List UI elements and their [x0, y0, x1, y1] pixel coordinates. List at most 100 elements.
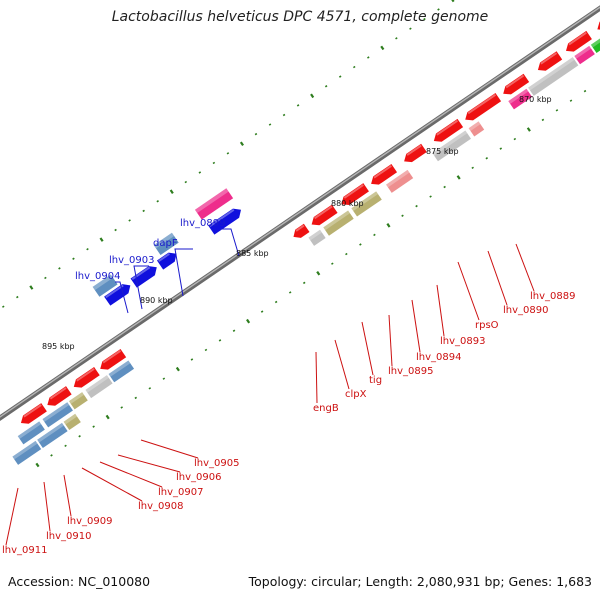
scale-label: 870 kbp: [519, 95, 552, 104]
scale-tick-outer: [367, 56, 370, 59]
leader-forward: [115, 281, 129, 314]
leader-reverse: [411, 299, 421, 353]
scale-tick-outer: [86, 247, 89, 251]
scale-tick-outer: [268, 123, 272, 126]
gene-label-forward: lhv_0903: [109, 255, 154, 266]
scale-tick-inner: [162, 377, 166, 380]
gene-box-reverse: [85, 375, 113, 399]
scale-tick-outer: [198, 171, 202, 174]
scale-tick-inner: [583, 89, 587, 93]
leader-reverse: [515, 243, 535, 292]
scale-tick-outer: [156, 200, 159, 203]
gene-arrow-reverse: [597, 11, 600, 31]
scale-tick-inner: [471, 166, 474, 170]
scale-tick-inner: [50, 454, 53, 457]
gene-box-reverse: [68, 392, 88, 410]
genome-summary: Topology: circular; Length: 2,080,931 bp…: [248, 574, 592, 589]
scale-tick-inner: [499, 147, 503, 150]
scale-tick-outer: [212, 161, 216, 165]
scale-tick-outer: [254, 132, 258, 136]
scale-tick-inner: [35, 462, 40, 468]
scale-tick-inner: [541, 118, 545, 122]
gene-arrow-reverse: [73, 366, 100, 388]
scale-tick-inner: [569, 99, 573, 102]
gene-box-reverse: [37, 422, 68, 449]
scale-tick-inner: [345, 252, 348, 256]
backbone-highlight: [0, 6, 600, 418]
scale-tick-inner: [148, 387, 152, 390]
gene-arrow-reverse: [465, 92, 502, 121]
leader-reverse: [361, 321, 374, 376]
scale-tick-outer: [451, 0, 455, 3]
leader-reverse: [99, 461, 163, 488]
scale-tick-inner: [386, 223, 391, 228]
map-title: Lactobacillus helveticus DPC 4571, compl…: [111, 9, 489, 25]
gene-label-reverse: lhv_0909: [67, 516, 112, 527]
gene-label-reverse: lhv_0910: [46, 531, 91, 542]
scale-tick-outer: [99, 237, 104, 242]
scale-tick-outer: [114, 228, 117, 232]
leader-forward: [220, 228, 240, 257]
scale-tick-inner: [373, 233, 376, 237]
scale-tick-inner: [260, 310, 264, 313]
scale-tick-outer: [128, 219, 131, 222]
gene-box-reverse: [528, 57, 579, 96]
scale-tick-outer: [44, 276, 47, 280]
gene-label-reverse: lhv_0906: [176, 472, 221, 483]
scale-tick-inner: [331, 262, 334, 265]
gene-label-reverse: rpsO: [475, 320, 499, 331]
scale-tick-inner: [204, 348, 208, 352]
scale-tick-outer: [72, 257, 75, 261]
scale-tick-outer: [296, 104, 300, 107]
gene-label-reverse: lhv_0911: [2, 545, 47, 556]
scale-tick-outer: [338, 75, 342, 78]
scale-tick-inner: [485, 156, 489, 160]
scale-tick-inner: [302, 281, 306, 285]
gene-arrow-reverse: [404, 143, 427, 163]
scale-tick-outer: [324, 84, 328, 88]
scale-tick-outer: [409, 27, 412, 30]
scale-tick-inner: [78, 434, 81, 438]
scale-label: 875 kbp: [426, 147, 459, 156]
scale-tick-inner: [316, 270, 321, 276]
scale-tick-inner: [175, 366, 180, 372]
leader-reverse: [43, 481, 51, 532]
leader-reverse: [388, 314, 393, 367]
scale-tick-inner: [401, 214, 404, 217]
leader-forward: [174, 248, 193, 297]
gene-label-forward: lhv_0904: [75, 271, 120, 282]
gene-arrow-reverse: [565, 30, 592, 52]
scale-tick-inner: [513, 137, 517, 141]
gene-arrow-forward: [208, 208, 242, 235]
gene-box-reverse: [351, 191, 382, 217]
gene-box-reverse: [323, 210, 354, 236]
leader-reverse: [457, 261, 480, 321]
gene-box-reverse: [108, 360, 135, 383]
leader-forward: [133, 265, 149, 310]
leader-reverse: [334, 339, 350, 390]
scale-tick-outer: [226, 152, 230, 155]
gene-arrow-reverse: [341, 183, 369, 205]
scale-tick-inner: [134, 396, 138, 400]
scale-tick-inner: [359, 243, 362, 246]
scale-tick-inner: [92, 425, 95, 428]
gene-box-forward: [153, 232, 179, 256]
gene-label-reverse: clpX: [345, 389, 367, 400]
gene-box-reverse: [386, 169, 414, 193]
gene-label-reverse: lhv_0893: [440, 336, 485, 347]
scale-tick-outer: [16, 295, 19, 299]
scale-tick-inner: [456, 175, 461, 180]
leader-reverse: [5, 487, 19, 546]
gene-arrow-reverse: [47, 386, 72, 406]
gene-label-reverse: lhv_0894: [416, 352, 461, 363]
scale-label: 885 kbp: [236, 249, 269, 258]
gene-arrow-forward: [156, 252, 177, 270]
gene-box-reverse: [432, 130, 471, 162]
gene-box-reverse: [468, 121, 485, 137]
gene-label-reverse: lhv_0895: [388, 366, 433, 377]
scale-tick-outer: [282, 113, 286, 117]
gene-arrow-reverse: [433, 118, 464, 142]
accession-text: Accession: NC_010080: [8, 574, 151, 589]
gene-arrow-reverse: [100, 348, 127, 370]
